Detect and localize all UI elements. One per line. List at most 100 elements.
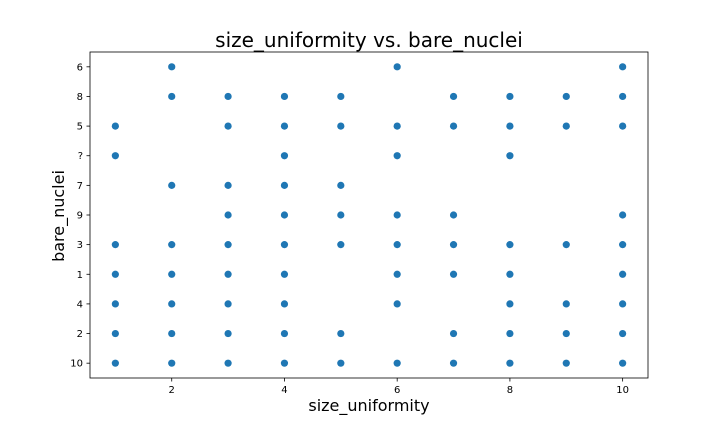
data-point xyxy=(337,241,345,249)
data-point xyxy=(224,300,232,308)
data-point xyxy=(280,270,289,278)
data-point xyxy=(449,211,458,219)
data-point xyxy=(449,329,458,338)
data-point xyxy=(280,359,289,367)
data-point xyxy=(280,92,289,101)
data-point xyxy=(224,181,232,189)
data-point xyxy=(449,270,458,278)
data-point xyxy=(168,181,176,189)
y-axis-ticks: 10 2 4 1 3 9 7? 5 8 6 xyxy=(70,62,90,370)
data-point xyxy=(619,211,627,219)
y-tick-label: 1 xyxy=(77,270,83,281)
x-axis-label: size_uniformity xyxy=(308,396,429,416)
data-point xyxy=(337,181,345,189)
data-point xyxy=(562,359,570,367)
chart-title: size_uniformity vs. bare_nuclei xyxy=(215,28,523,52)
data-point xyxy=(393,270,401,278)
data-point xyxy=(280,329,289,338)
plot-frame xyxy=(89,51,649,379)
data-point xyxy=(619,329,627,338)
data-point xyxy=(168,329,176,338)
data-point xyxy=(562,122,570,130)
data-point xyxy=(449,122,458,130)
data-point xyxy=(619,359,627,367)
data-point xyxy=(168,241,176,249)
data-point xyxy=(506,300,514,308)
data-point xyxy=(280,181,289,189)
x-tick-label: 10 xyxy=(616,385,629,396)
data-point xyxy=(506,270,514,278)
data-points xyxy=(111,63,627,367)
y-tick-label: 5 xyxy=(77,122,83,133)
data-point xyxy=(393,211,401,219)
x-tick-label: 6 xyxy=(394,385,400,396)
data-point xyxy=(619,270,627,278)
data-point xyxy=(111,122,119,130)
data-point xyxy=(224,329,232,338)
data-point xyxy=(111,359,119,367)
data-point xyxy=(168,359,176,367)
data-point xyxy=(337,122,345,130)
data-point xyxy=(168,63,176,71)
y-tick-label: 4 xyxy=(77,299,83,310)
data-point xyxy=(449,241,458,249)
data-point xyxy=(111,300,119,308)
data-point xyxy=(619,122,627,130)
data-point xyxy=(506,241,514,249)
data-point xyxy=(506,92,514,101)
data-point xyxy=(619,300,627,308)
y-tick-label: 7 xyxy=(77,181,83,192)
data-point xyxy=(449,359,458,367)
data-point xyxy=(337,211,345,219)
data-point xyxy=(280,241,289,249)
data-point xyxy=(393,359,401,367)
data-point xyxy=(562,300,570,308)
data-point xyxy=(562,329,570,338)
data-point xyxy=(224,241,232,249)
y-tick-label: ? xyxy=(78,151,83,162)
x-axis-ticks: 2 4 6 8 10 xyxy=(169,378,629,396)
y-tick-label: 8 xyxy=(77,92,83,103)
x-tick-label: 2 xyxy=(169,385,175,396)
data-point xyxy=(506,152,514,160)
data-point xyxy=(111,241,119,249)
data-point xyxy=(393,152,401,160)
data-point xyxy=(337,329,345,338)
y-tick-label: 6 xyxy=(77,62,83,73)
data-point xyxy=(619,63,627,71)
data-point xyxy=(337,92,345,101)
data-point xyxy=(393,122,401,130)
data-point xyxy=(337,359,345,367)
data-point xyxy=(393,241,401,249)
x-tick-label: 4 xyxy=(281,385,287,396)
y-tick-label: 10 xyxy=(70,359,83,370)
data-point xyxy=(280,122,289,130)
data-point xyxy=(168,92,176,101)
data-point xyxy=(111,152,119,160)
data-point xyxy=(168,300,176,308)
data-point xyxy=(224,122,232,130)
data-point xyxy=(280,300,289,308)
y-tick-label: 3 xyxy=(77,240,83,251)
data-point xyxy=(619,241,627,249)
data-point xyxy=(111,329,119,338)
data-point xyxy=(111,270,119,278)
data-point xyxy=(506,122,514,130)
data-point xyxy=(280,211,289,219)
data-point xyxy=(562,92,570,101)
data-point xyxy=(224,211,232,219)
data-point xyxy=(224,270,232,278)
y-axis-label: bare_nuclei xyxy=(49,170,69,262)
data-point xyxy=(506,329,514,338)
data-point xyxy=(280,152,289,160)
data-point xyxy=(224,359,232,367)
data-point xyxy=(506,359,514,367)
x-tick-label: 8 xyxy=(507,385,513,396)
y-tick-label: 9 xyxy=(77,211,83,222)
data-point xyxy=(393,300,401,308)
data-point xyxy=(619,92,627,101)
data-point xyxy=(168,270,176,278)
data-point xyxy=(562,241,570,249)
data-point xyxy=(224,92,232,101)
